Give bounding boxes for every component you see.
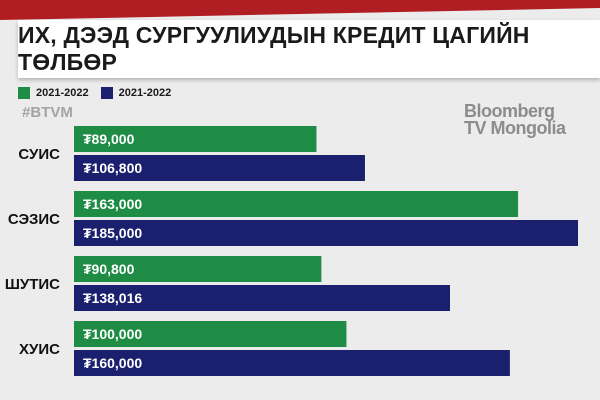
chart-title: ИХ, ДЭЭД СУРГУУЛИУДЫН КРЕДИТ ЦАГИЙН ТӨЛБ… xyxy=(18,22,530,75)
data-label: ₮185,000 xyxy=(83,225,142,241)
bar-ХУИС-series2 xyxy=(74,350,510,376)
data-label: ₮90,800 xyxy=(83,261,135,277)
hashtag: #BTVM xyxy=(22,104,73,121)
legend-swatch-green xyxy=(18,87,30,99)
legend-swatch-navy xyxy=(100,87,113,99)
legend-label: 2021-2022 xyxy=(118,87,172,99)
legend: 2021-2022 2021-2022 xyxy=(18,87,183,99)
bar-ШУТИС-series2 xyxy=(74,285,451,311)
bar-ШУТИС-series1 xyxy=(74,256,322,282)
data-label: ₮138,016 xyxy=(83,290,142,306)
title-bar: ИХ, ДЭЭД СУРГУУЛИУДЫН КРЕДИТ ЦАГИЙН ТӨЛБ… xyxy=(18,20,600,78)
category-label: СЭЗИС xyxy=(8,211,60,228)
legend-item-2: 2021-2022 xyxy=(100,87,172,99)
logo-line-1: Bloomberg xyxy=(464,101,555,121)
data-label: ₮89,000 xyxy=(83,131,135,147)
bloomberg-tv-logo: Bloomberg TV Mongolia xyxy=(464,101,584,138)
bar-ХУИС-series1 xyxy=(74,321,347,347)
bar-СЭЗИС-series2 xyxy=(74,220,578,246)
red-accent-band xyxy=(0,0,600,20)
category-label: СУИС xyxy=(18,146,60,163)
bar-СЭЗИС-series1 xyxy=(74,191,519,217)
data-label: ₮163,000 xyxy=(83,196,142,212)
legend-item-1: 2021-2022 xyxy=(18,87,89,99)
category-label: ШУТИС xyxy=(5,276,60,293)
category-label: ХУИС xyxy=(19,341,60,358)
bar-СУИС-series1 xyxy=(74,126,317,152)
data-label: ₮106,800 xyxy=(83,160,142,176)
data-label: ₮160,000 xyxy=(83,355,142,371)
legend-label: 2021-2022 xyxy=(36,87,89,99)
data-label: ₮100,000 xyxy=(83,326,142,342)
bar-СУИС-series2 xyxy=(74,155,365,181)
logo-line-2: TV Mongolia xyxy=(464,118,566,138)
